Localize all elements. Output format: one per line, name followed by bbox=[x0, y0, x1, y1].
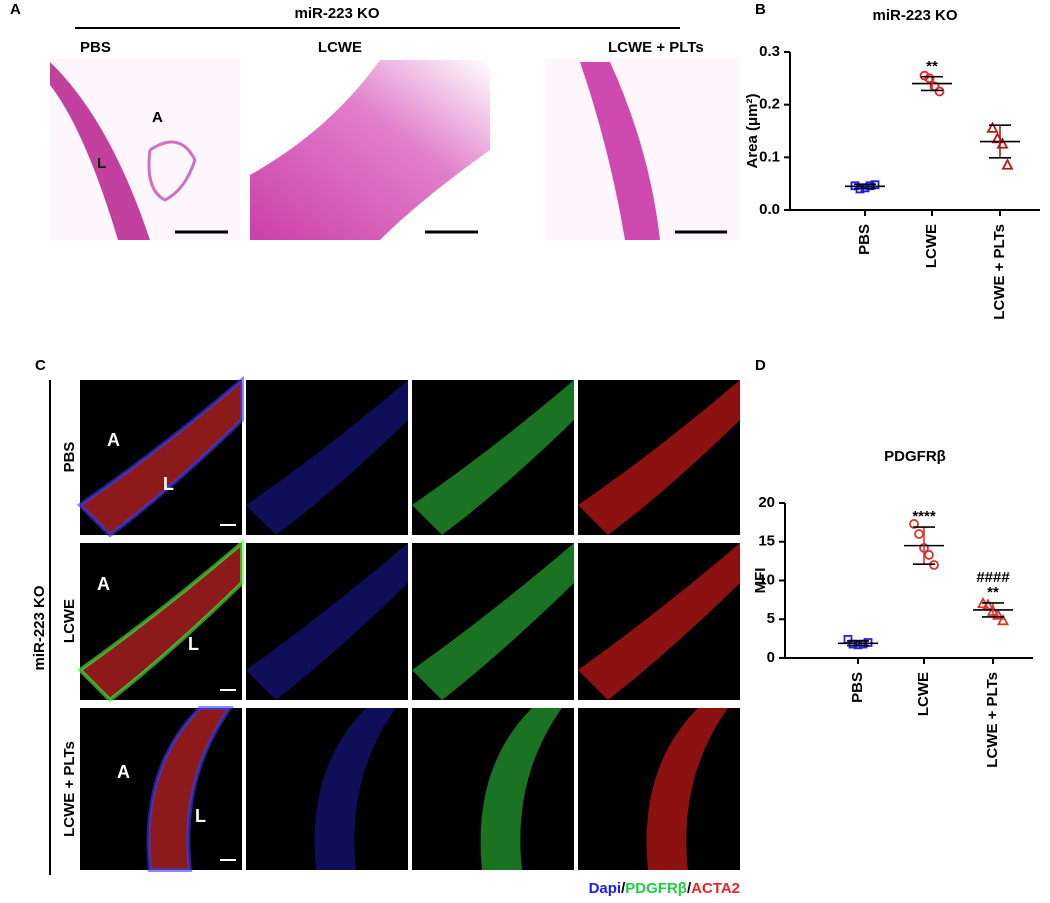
panel-letter: A bbox=[10, 1, 21, 18]
if-band bbox=[314, 708, 396, 870]
marker: A bbox=[152, 109, 163, 126]
y-tick-label: 15 bbox=[758, 533, 775, 550]
significance: ** bbox=[926, 58, 938, 75]
marker: L bbox=[163, 474, 174, 494]
y-tick-label: 10 bbox=[758, 571, 775, 588]
if-image bbox=[246, 708, 408, 870]
y-tick-label: 20 bbox=[758, 494, 775, 511]
chart-title: PDGFRβ bbox=[884, 448, 946, 465]
data-point bbox=[924, 550, 934, 560]
data-point bbox=[986, 121, 999, 133]
legend-entry: Dapi bbox=[589, 880, 622, 897]
y-tick-label: 0 bbox=[767, 649, 775, 666]
x-tick-label: LCWE + PLTs bbox=[984, 672, 1001, 768]
if-band bbox=[578, 543, 740, 700]
data-point bbox=[934, 86, 945, 97]
he-image bbox=[545, 58, 740, 240]
row-label: LCWE + PLTs bbox=[61, 741, 78, 837]
marker: L bbox=[97, 155, 106, 172]
x-tick-label: PBS bbox=[849, 672, 866, 703]
marker: A bbox=[117, 762, 130, 782]
panel-header: miR-223 KO bbox=[294, 5, 379, 22]
if-band bbox=[578, 380, 740, 535]
if-band bbox=[76, 375, 244, 538]
x-tick-label: PBS bbox=[856, 224, 873, 255]
if-band bbox=[412, 543, 574, 700]
panel-letter: D bbox=[755, 357, 766, 374]
if-band bbox=[412, 380, 574, 535]
if-band bbox=[148, 708, 230, 870]
column-label: PBS bbox=[80, 39, 111, 56]
data-point bbox=[997, 613, 1009, 626]
data-point bbox=[909, 519, 919, 529]
data-point bbox=[914, 529, 924, 539]
if-image bbox=[246, 543, 408, 700]
column-label: LCWE + PLTs bbox=[608, 39, 704, 56]
legend-entry: PDGFRβ bbox=[625, 880, 687, 897]
marker: L bbox=[195, 806, 206, 826]
if-band bbox=[146, 706, 234, 872]
column-label: LCWE bbox=[318, 39, 362, 56]
x-tick-label: LCWE + PLTs bbox=[991, 224, 1008, 320]
chart-title: miR-223 KO bbox=[872, 7, 957, 24]
data-point bbox=[924, 73, 935, 84]
if-band bbox=[80, 380, 242, 535]
data-point bbox=[992, 608, 1004, 620]
x-tick-label: LCWE bbox=[923, 224, 940, 268]
data-point bbox=[982, 598, 994, 610]
row-label: PBS bbox=[61, 442, 78, 473]
if-band bbox=[480, 708, 562, 870]
y-tick-label: 0.3 bbox=[759, 43, 780, 60]
y-tick-label: 0.0 bbox=[759, 201, 780, 218]
y-tick-label: 0.1 bbox=[759, 148, 780, 165]
legend-separator: / bbox=[621, 880, 626, 897]
data-point bbox=[1001, 158, 1014, 170]
if-image bbox=[246, 380, 408, 535]
channel-legend: Dapi/PDGFRβ/ACTA2 bbox=[589, 880, 740, 897]
y-axis-label: Area (μm²) bbox=[744, 93, 761, 168]
if-band bbox=[246, 543, 408, 700]
if-band bbox=[80, 543, 242, 700]
marker: L bbox=[188, 634, 199, 654]
if-band bbox=[76, 538, 244, 703]
y-tick-label: 0.2 bbox=[759, 96, 780, 113]
he-image: A L bbox=[50, 58, 240, 240]
significance: ** bbox=[987, 584, 999, 601]
marker: A bbox=[97, 574, 110, 594]
side-label: miR-223 KO bbox=[31, 585, 48, 670]
row-label: LCWE bbox=[61, 599, 78, 643]
he-image bbox=[250, 58, 490, 240]
if-grid bbox=[76, 375, 740, 872]
x-tick-label: LCWE bbox=[915, 672, 932, 716]
y-tick-label: 5 bbox=[767, 610, 775, 627]
legend-separator: / bbox=[687, 880, 692, 897]
if-band bbox=[646, 708, 728, 870]
y-axis-label: MFI bbox=[752, 568, 769, 594]
data-point bbox=[843, 635, 853, 644]
data-point bbox=[919, 70, 930, 81]
significance: **** bbox=[912, 508, 936, 525]
if-band bbox=[246, 380, 408, 535]
legend-entry: ACTA2 bbox=[691, 880, 740, 897]
panel-letter: C bbox=[35, 357, 46, 374]
marker: A bbox=[107, 430, 120, 450]
significance: #### bbox=[976, 569, 1010, 586]
panel-letter: B bbox=[755, 1, 766, 18]
